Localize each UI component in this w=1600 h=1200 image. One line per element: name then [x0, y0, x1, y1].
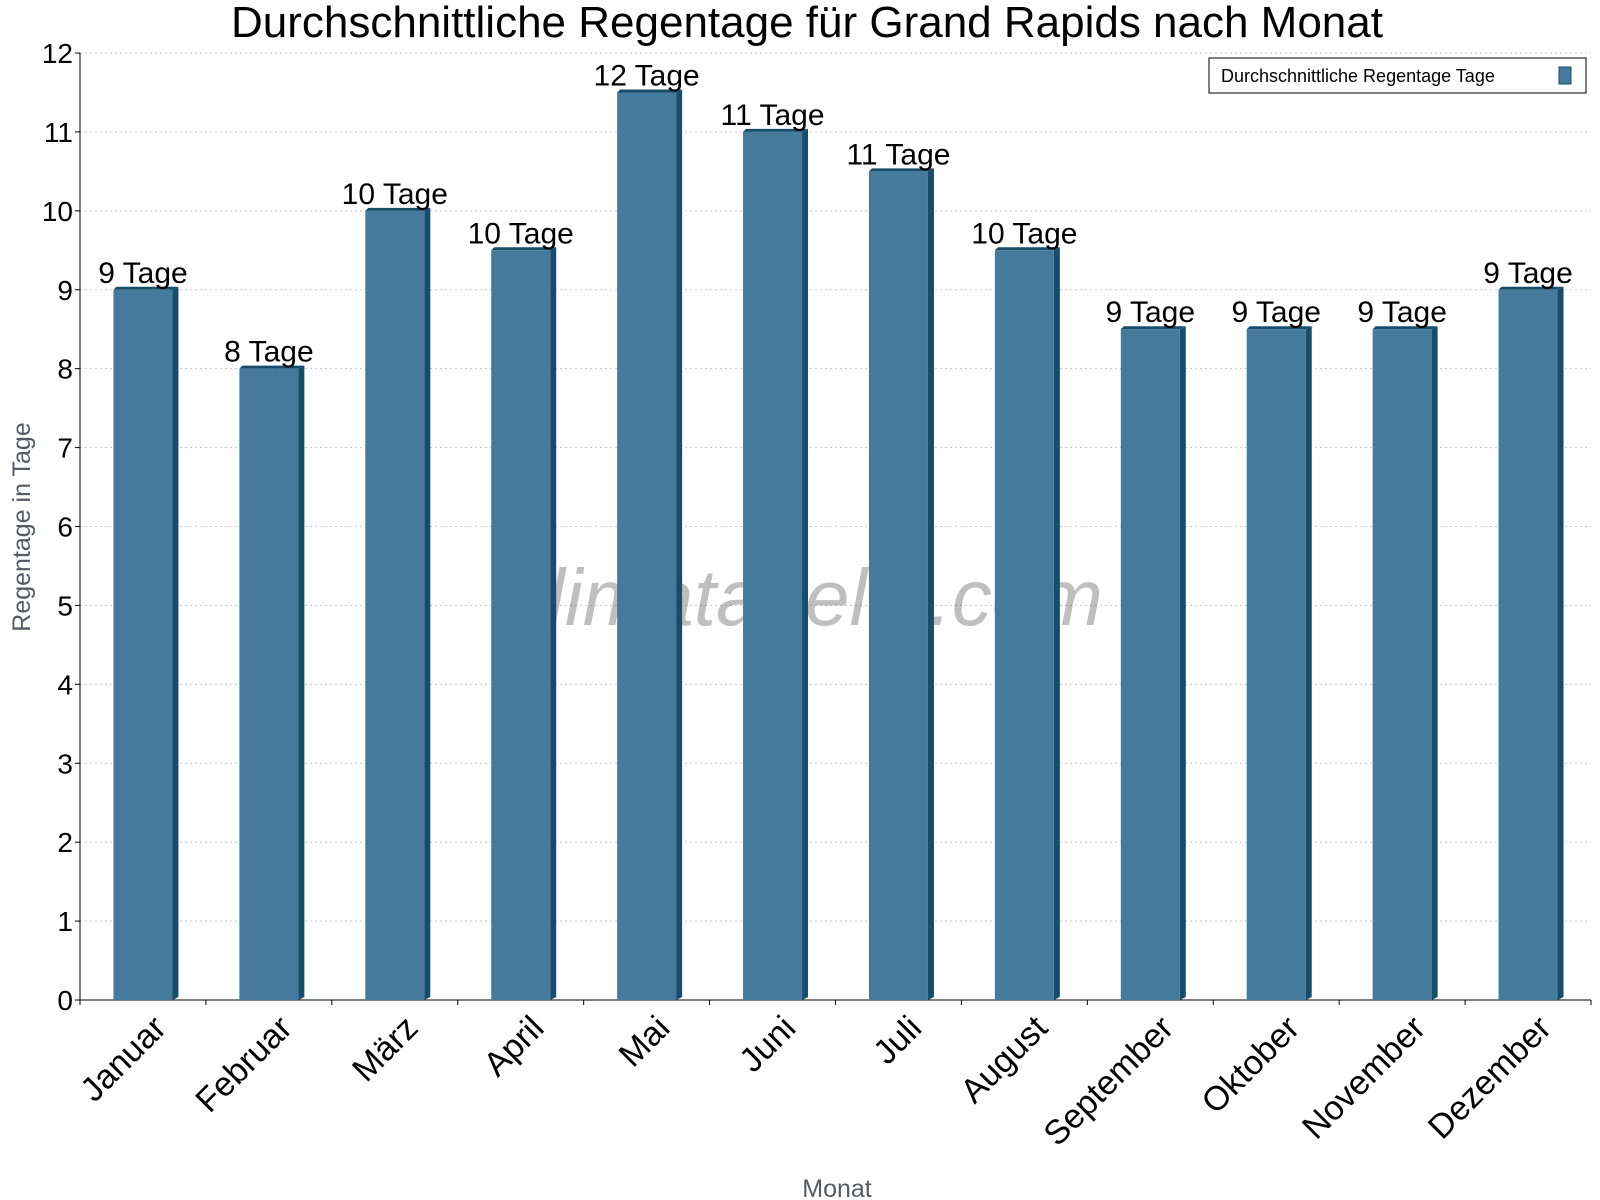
bar-side: [927, 168, 934, 1000]
bar: [994, 250, 1054, 1000]
axes: [75, 52, 1592, 1005]
bar-top: [113, 286, 179, 290]
bar-top: [1246, 326, 1312, 330]
y-tick-label: 1: [57, 906, 73, 937]
y-tick-label: 5: [57, 590, 73, 621]
x-tick-label: Januar: [73, 1009, 173, 1109]
bar-side: [550, 247, 557, 1000]
x-tick-label: Februar: [188, 1009, 299, 1120]
bar: [1120, 329, 1180, 1000]
x-tick-label: Juli: [866, 1009, 929, 1072]
legend-swatch: [1558, 66, 1572, 85]
bar: [365, 210, 425, 1001]
grid: [80, 52, 1591, 922]
x-tick-label: November: [1295, 1009, 1433, 1147]
bar-side: [1179, 326, 1186, 1000]
bar-top: [1120, 326, 1186, 330]
bar: [491, 250, 551, 1000]
bar: [1372, 329, 1432, 1000]
x-tick-label: September: [1036, 1009, 1180, 1153]
x-tick-label: Oktober: [1194, 1009, 1306, 1121]
y-tick-label: 0: [57, 985, 73, 1016]
data-label: 9 Tage: [98, 257, 188, 290]
legend-box: [1208, 57, 1587, 94]
data-label: 11 Tage: [721, 99, 825, 132]
y-tick-label: 7: [57, 433, 73, 464]
data-label: 11 Tage: [846, 138, 950, 171]
y-tick-label: 10: [42, 196, 73, 227]
bars: [113, 89, 1564, 1001]
bar: [239, 368, 299, 1001]
x-tick-label: Mai: [612, 1009, 678, 1075]
bar-top: [617, 89, 683, 93]
bar-top: [239, 365, 305, 369]
data-label: 9 Tage: [1357, 296, 1447, 329]
y-tick-label: 4: [57, 669, 73, 700]
bar: [113, 289, 173, 1000]
chart-title: Durchschnittliche Regentage für Grand Ra…: [231, 0, 1383, 47]
bar-top: [1372, 326, 1438, 330]
data-label: 10 Tage: [468, 217, 574, 250]
bar: [1498, 289, 1558, 1000]
y-tick-label: 12: [42, 38, 73, 69]
y-tick-label: 9: [57, 275, 73, 306]
bar: [617, 92, 677, 1001]
y-tick-label: 2: [57, 827, 73, 858]
y-tick-label: 11: [44, 117, 73, 148]
bar-top: [365, 207, 431, 211]
y-tick-label: 3: [57, 748, 73, 779]
x-axis-title: Monat: [802, 1175, 872, 1200]
bar-side: [424, 207, 431, 1001]
legend-label: Durchschnittliche Regentage Tage: [1221, 66, 1495, 86]
bar-top: [491, 247, 557, 251]
data-label: 8 Tage: [224, 336, 314, 369]
bar: [868, 171, 928, 1000]
x-tick-label: April: [476, 1009, 551, 1084]
bar: [1246, 329, 1306, 1000]
bar-side: [802, 128, 809, 1000]
bar-side: [298, 365, 305, 1001]
bar-side: [172, 286, 179, 1000]
y-tick-label: 6: [57, 512, 73, 543]
x-tick-label: Juni: [732, 1009, 803, 1080]
y-tick-label: 8: [57, 354, 73, 385]
bar: [743, 131, 803, 1000]
bar-side: [676, 89, 683, 1001]
x-tick-labels: Januar Februar März April Mai Juni Juli AugustS…: [73, 1008, 1558, 1153]
data-label: 9 Tage: [1483, 257, 1573, 290]
bar-side: [1305, 326, 1312, 1000]
bar-top: [743, 128, 809, 132]
data-label: 10 Tage: [971, 217, 1077, 250]
data-label: 9 Tage: [1231, 296, 1321, 329]
data-labels: 9 Tage 8 Tage 10 Tage 10 Tage 12 Tage 11 Tage…: [98, 59, 1573, 368]
bar-top: [868, 168, 934, 172]
x-tick-label: Dezember: [1421, 1009, 1559, 1147]
data-label: 9 Tage: [1106, 296, 1196, 329]
bar-side: [1431, 326, 1438, 1000]
bar-side: [1053, 247, 1060, 1000]
bar-top: [994, 247, 1060, 251]
y-axis-title: Regentage in Tage: [8, 422, 36, 631]
x-tick-label: August: [953, 1008, 1055, 1110]
bar-side: [1557, 286, 1564, 1000]
bar-top: [1498, 286, 1564, 290]
x-tick-label: März: [345, 1009, 425, 1089]
legend: Durchschnittliche Regentage Tage: [1208, 57, 1587, 94]
data-label: 12 Tage: [594, 59, 700, 92]
data-label: 10 Tage: [342, 178, 448, 211]
